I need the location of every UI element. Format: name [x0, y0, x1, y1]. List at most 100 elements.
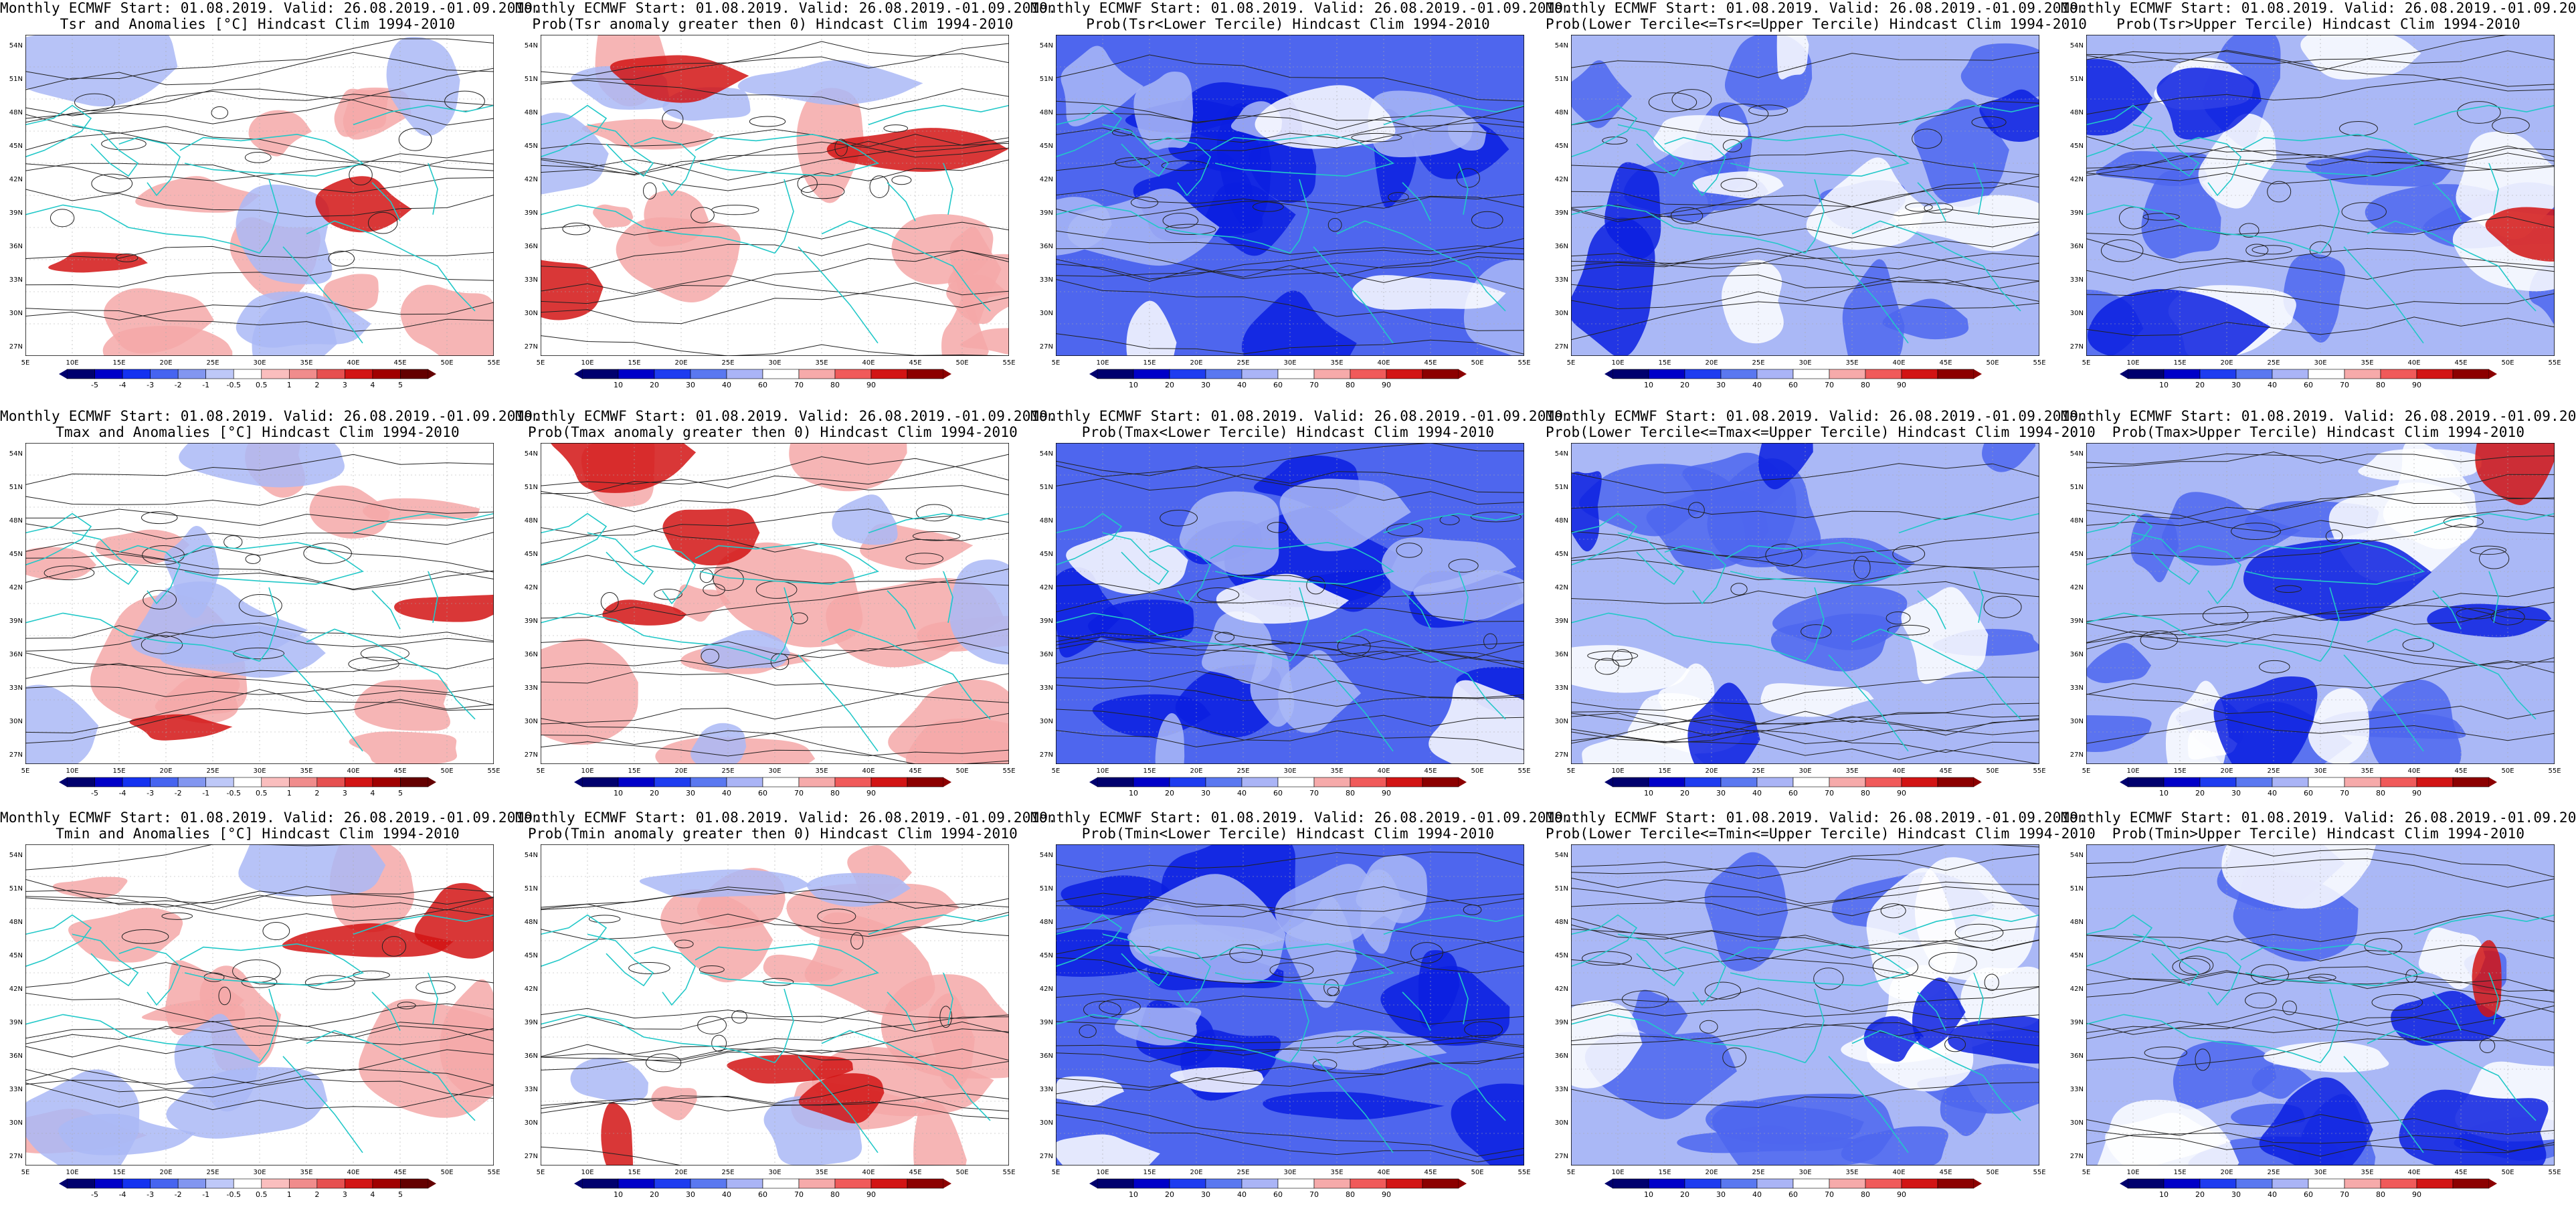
shaded-region	[1127, 924, 1285, 957]
climatology-contour	[2086, 35, 2555, 64]
shaded-region	[1579, 464, 1746, 537]
climatology-contour	[541, 456, 1009, 494]
shaded-region	[1914, 99, 2009, 207]
colorbar-bin	[261, 369, 290, 379]
shaded-region	[400, 284, 494, 356]
colorbar-bin	[233, 777, 262, 787]
orography-contour	[1323, 979, 1340, 996]
colorbar-bin	[2380, 777, 2417, 787]
forecast-map	[541, 443, 1009, 764]
shaded-field	[1056, 443, 1524, 764]
colorbar-tick-label: 5	[398, 381, 403, 389]
longitude-tick-label: 25E	[1236, 359, 1249, 367]
shaded-region	[2141, 170, 2221, 259]
longitude-tick-label: 15E	[1658, 1169, 1671, 1176]
climatology-contour	[2086, 587, 2555, 622]
longitude-tick-label: 55E	[2033, 359, 2045, 367]
coastline	[1056, 1014, 1291, 1064]
shaded-region	[1463, 260, 1524, 356]
climatology-contour	[2086, 1114, 2555, 1136]
colorbar-bin	[205, 1178, 234, 1189]
orography-contour	[1621, 990, 1669, 1008]
coastline	[1056, 204, 1291, 254]
climatology-contour	[25, 163, 494, 193]
climatology-contour	[1571, 924, 2039, 951]
orography-contour	[1730, 583, 1748, 595]
shaded-region	[1168, 130, 1262, 172]
colorbar-bin	[1169, 369, 1206, 379]
orography-contour	[398, 128, 432, 151]
latitude-tick-label: 48N	[1040, 517, 1053, 525]
latitude-tick-label: 48N	[9, 109, 23, 116]
forecast-map	[25, 35, 494, 356]
orography-contour	[711, 1034, 727, 1052]
shaded-region	[806, 872, 911, 907]
colorbar-bin	[400, 369, 429, 379]
orography-contour	[1252, 201, 1284, 212]
coastline	[2086, 104, 2153, 158]
coastline	[1828, 246, 1909, 344]
climatology-contour	[1571, 711, 2039, 733]
latitude-tick-label: 39N	[2070, 209, 2084, 217]
colorbar-tick-label: 90	[1897, 789, 1906, 798]
colorbar-bin	[1422, 1178, 1459, 1189]
climatology-contour	[2086, 605, 2555, 650]
latitude-tick-label: 27N	[1040, 1153, 1053, 1160]
latitude-tick-label: 39N	[2070, 1019, 2084, 1026]
longitude-tick-label: 25E	[2267, 359, 2280, 367]
longitude-tick-label: 10E	[581, 1169, 593, 1176]
coastline	[1149, 545, 1211, 605]
longitude-tick-label: 5E	[2082, 1169, 2091, 1176]
colorbar-bin	[618, 1178, 655, 1189]
colorbar-tick-label: 80	[1346, 789, 1355, 798]
longitude-tick-label: 35E	[815, 359, 828, 367]
longitude-tick-label: 35E	[300, 1169, 312, 1176]
longitude-tick-label: 25E	[1752, 767, 1764, 775]
coastline	[1402, 182, 1431, 221]
colorbar-tick-label: 0.5	[256, 1190, 268, 1199]
climatology-contour	[25, 1020, 494, 1046]
orography-contour	[1602, 136, 1628, 145]
orography-contour	[1720, 178, 1758, 192]
orography-contour	[2275, 585, 2302, 593]
coastline	[1851, 1030, 2021, 1121]
longitude-tick-label: 15E	[628, 767, 640, 775]
shaded-region	[25, 547, 97, 580]
colorbar-bin	[690, 1178, 727, 1189]
longitude-tick-label: 55E	[1517, 1169, 1530, 1176]
longitude-tick-label: 55E	[1002, 359, 1015, 367]
shaded-region	[948, 254, 1009, 300]
latitude-tick-label: 39N	[1555, 618, 1568, 625]
shaded-region	[2427, 603, 2552, 638]
longitude-tick-label: 30E	[768, 767, 781, 775]
climatology-contour	[2086, 601, 2555, 643]
colorbar-tick-label: 90	[866, 381, 876, 389]
orography-contour	[1312, 1058, 1338, 1071]
longitude-tick-label: 35E	[1845, 359, 1858, 367]
orography-contour	[1160, 509, 1198, 527]
orography-contour	[2140, 630, 2179, 650]
colorbar-bin	[2235, 369, 2273, 379]
orography-contour	[142, 545, 185, 565]
colorbar-tick-label: -5	[91, 1190, 98, 1199]
climatology-contour	[541, 141, 1009, 175]
shaded-region	[2472, 940, 2502, 1018]
shaded-region	[25, 684, 99, 764]
longitude-tick-label: 35E	[1330, 1169, 1343, 1176]
colorbar-bin	[1684, 777, 1722, 787]
shaded-region	[1279, 478, 1411, 551]
latitude-tick-label: 30N	[1040, 718, 1053, 725]
climatology-contour	[1056, 460, 1524, 505]
orography-contour	[1594, 658, 1620, 675]
colorbar-tick-label: 2	[314, 381, 319, 389]
latitude-tick-label: 42N	[1040, 176, 1053, 183]
climatology-contour	[25, 684, 494, 697]
shaded-region	[1571, 60, 1633, 128]
colorbar-bin	[1313, 777, 1351, 787]
shaded-region	[570, 1057, 648, 1102]
longitude-tick-label: 35E	[300, 359, 312, 367]
colorbar-bin	[1684, 369, 1722, 379]
panel-graphics: 54N 51N 48N 45N 42N 39N 36N 33N 30N 27N 5E 10E 15E 20…	[2070, 844, 2561, 1199]
colorbar-tick-label: 30	[1716, 381, 1726, 389]
orography-contour	[1880, 903, 1906, 919]
